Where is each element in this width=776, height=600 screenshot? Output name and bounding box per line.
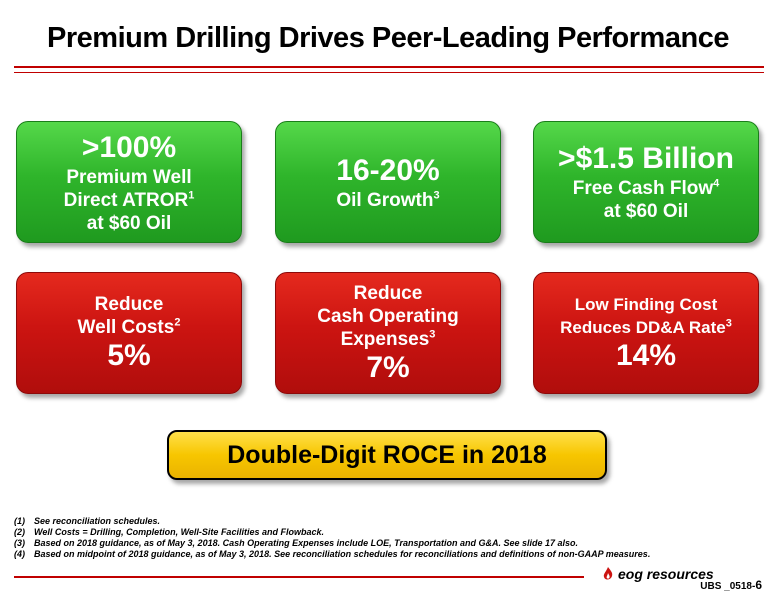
roce-banner: Double-Digit ROCE in 2018 — [167, 430, 607, 480]
card-cash-opex-value: 7% — [366, 350, 410, 384]
card-dda-line2: Reduces DD&A Rate3 — [560, 317, 732, 337]
page-number: 6 — [755, 578, 762, 592]
card-cash-opex: Reduce Cash Operating Expenses3 7% — [275, 272, 501, 394]
card-free-cash-flow: >$1.5 Billion Free Cash Flow4 at $60 Oil — [533, 121, 759, 243]
flame-icon — [603, 567, 613, 580]
card-atror: >100% Premium Well Direct ATROR1 at $60 … — [16, 121, 242, 243]
footnote-ref: 3 — [433, 189, 440, 202]
card-well-costs-value: 5% — [107, 339, 151, 372]
card-fcf-value: >$1.5 Billion — [558, 142, 734, 175]
card-well-costs-line1: Reduce — [94, 294, 164, 315]
title-rule-top — [14, 66, 764, 68]
footer-rule — [14, 576, 584, 578]
card-atror-value: >100% — [81, 130, 177, 164]
footnote-ref: 1 — [188, 189, 195, 202]
card-atror-line1: Premium Well — [66, 166, 192, 188]
card-oil-growth: 16-20% Oil Growth3 — [275, 121, 501, 243]
card-oil-growth-label: Oil Growth3 — [336, 189, 440, 211]
card-oil-growth-value: 16-20% — [336, 153, 440, 187]
card-fcf-line1: Free Cash Flow4 — [572, 177, 720, 199]
footnotes: (1) See reconciliation schedules. (2) Well… — [14, 516, 654, 560]
slide-identifier: UBS _0518-6 — [700, 578, 762, 592]
card-dda: Low Finding Cost Reduces DD&A Rate3 14% — [533, 272, 759, 394]
title-rule-bottom — [14, 72, 764, 73]
footnote-ref: 3 — [725, 317, 732, 330]
footnote-item: (2) Well Costs = Drilling, Completion, We… — [14, 527, 324, 537]
footnote-item: (1) See reconciliation schedules. — [14, 516, 161, 526]
footnote-ref: 4 — [713, 177, 720, 190]
card-dda-value: 14% — [615, 339, 677, 372]
card-fcf-line2: at $60 Oil — [603, 201, 689, 222]
card-dda-line1: Low Finding Cost — [574, 295, 718, 314]
card-atror-line3: at $60 Oil — [86, 212, 172, 234]
company-logo: eog resources — [600, 566, 714, 582]
footnote-ref: 3 — [429, 328, 436, 341]
slide-title: Premium Drilling Drives Peer-Leading Per… — [47, 22, 729, 54]
card-well-costs-line2: Well Costs2 — [77, 316, 181, 338]
card-atror-line2: Direct ATROR1 — [63, 189, 195, 211]
footnote-ref: 2 — [174, 316, 181, 329]
logo-text: eog resources — [618, 566, 714, 582]
card-cash-opex-line3: Expenses3 — [340, 328, 436, 350]
footnote-item: (3) Based on 2018 guidance, as of May 3, … — [14, 538, 579, 548]
slide-code: UBS _0518- — [700, 581, 756, 592]
card-cash-opex-line2: Cash Operating — [317, 305, 459, 327]
footnote-item: (4) Based on midpoint of 2018 guidance, a… — [14, 549, 651, 559]
card-well-costs: Reduce Well Costs2 5% — [16, 272, 242, 394]
card-cash-opex-line1: Reduce — [353, 282, 423, 304]
